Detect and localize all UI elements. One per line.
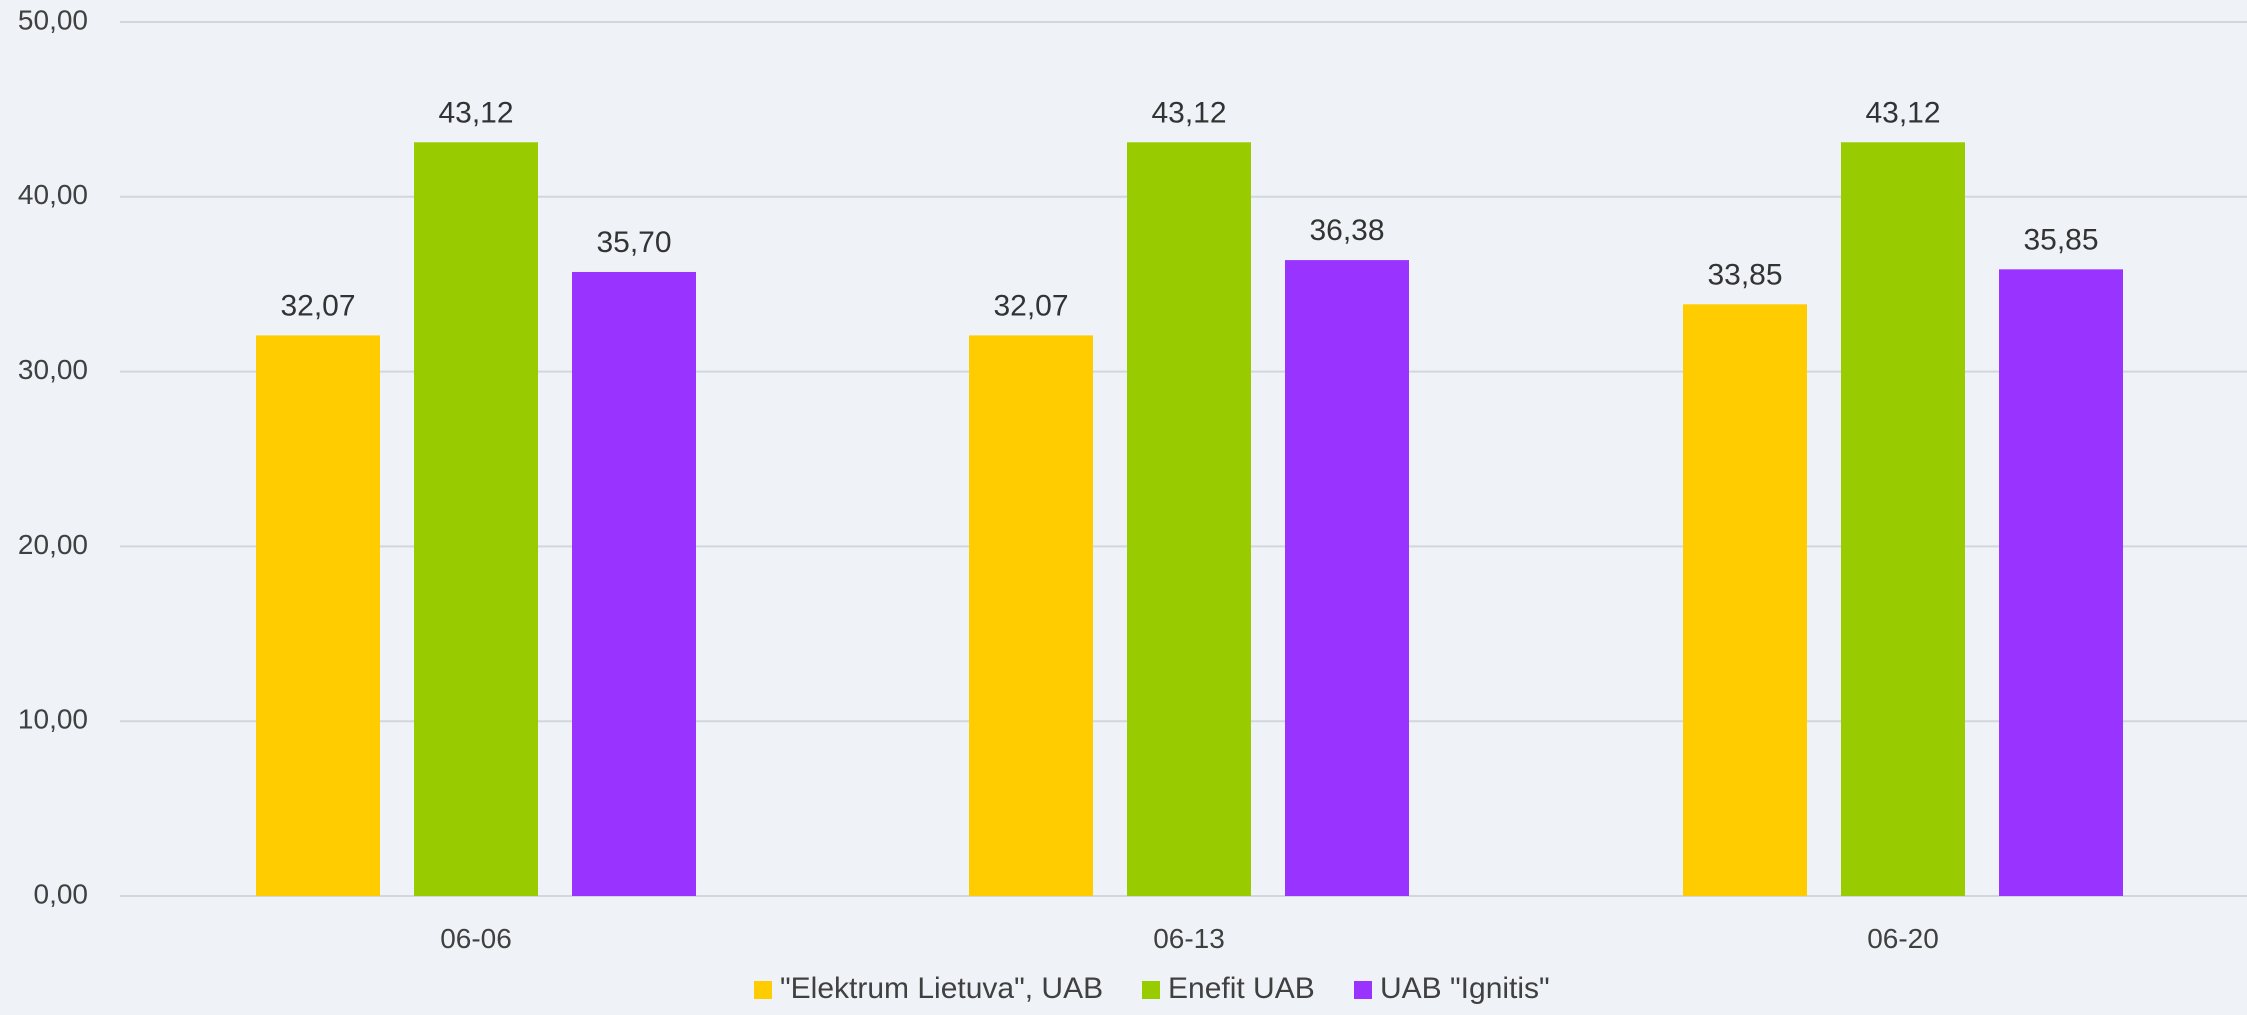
bar (969, 335, 1093, 897)
legend-label: "Elektrum Lietuva", UAB (780, 972, 1103, 1005)
y-tick-label: 40,00 (18, 179, 88, 210)
legend-label: UAB "Ignitis" (1380, 972, 1550, 1005)
bars (256, 142, 2123, 897)
bar (1127, 142, 1251, 897)
y-tick-label: 50,00 (18, 4, 88, 35)
data-label: 32,07 (280, 289, 355, 322)
x-category-label: 06-13 (1153, 923, 1225, 954)
bar (1285, 260, 1409, 896)
data-label: 43,12 (1865, 96, 1940, 129)
bar (1841, 142, 1965, 897)
bar (1683, 304, 1807, 896)
data-label: 43,12 (1151, 96, 1226, 129)
data-label: 35,85 (2023, 223, 2098, 256)
bar (256, 335, 380, 897)
legend-label: Enefit UAB (1168, 972, 1315, 1005)
legend-swatch (754, 981, 772, 999)
data-label: 35,70 (596, 226, 671, 259)
legend-item: UAB "Ignitis" (1354, 972, 1550, 1005)
y-tick-label: 10,00 (18, 704, 88, 735)
x-category-label: 06-06 (440, 923, 512, 954)
x-category-label: 06-20 (1867, 923, 1939, 954)
x-axis-category-labels: 06-06 06-13 06-20 (440, 923, 1939, 954)
data-label: 32,07 (993, 289, 1068, 322)
bar (572, 271, 696, 896)
y-tick-label: 0,00 (34, 878, 89, 909)
data-label: 33,85 (1707, 258, 1782, 291)
y-tick-label: 30,00 (18, 354, 88, 385)
legend: "Elektrum Lietuva", UAB Enefit UAB UAB "Ig… (754, 972, 1550, 1005)
legend-item: Enefit UAB (1142, 972, 1315, 1005)
bar (414, 142, 538, 897)
y-axis-tick-labels: 0,00 10,00 20,00 30,00 40,00 50,00 (18, 4, 88, 909)
legend-swatch (1142, 981, 1160, 999)
data-label: 36,38 (1309, 214, 1384, 247)
data-label: 43,12 (438, 96, 513, 129)
legend-swatch (1354, 981, 1372, 999)
y-tick-label: 20,00 (18, 529, 88, 560)
bar (1999, 269, 2123, 896)
legend-item: "Elektrum Lietuva", UAB (754, 972, 1103, 1005)
data-labels: 32,07 32,07 33,85 43,12 43,12 43,12 35,70 36,38… (280, 96, 2098, 322)
